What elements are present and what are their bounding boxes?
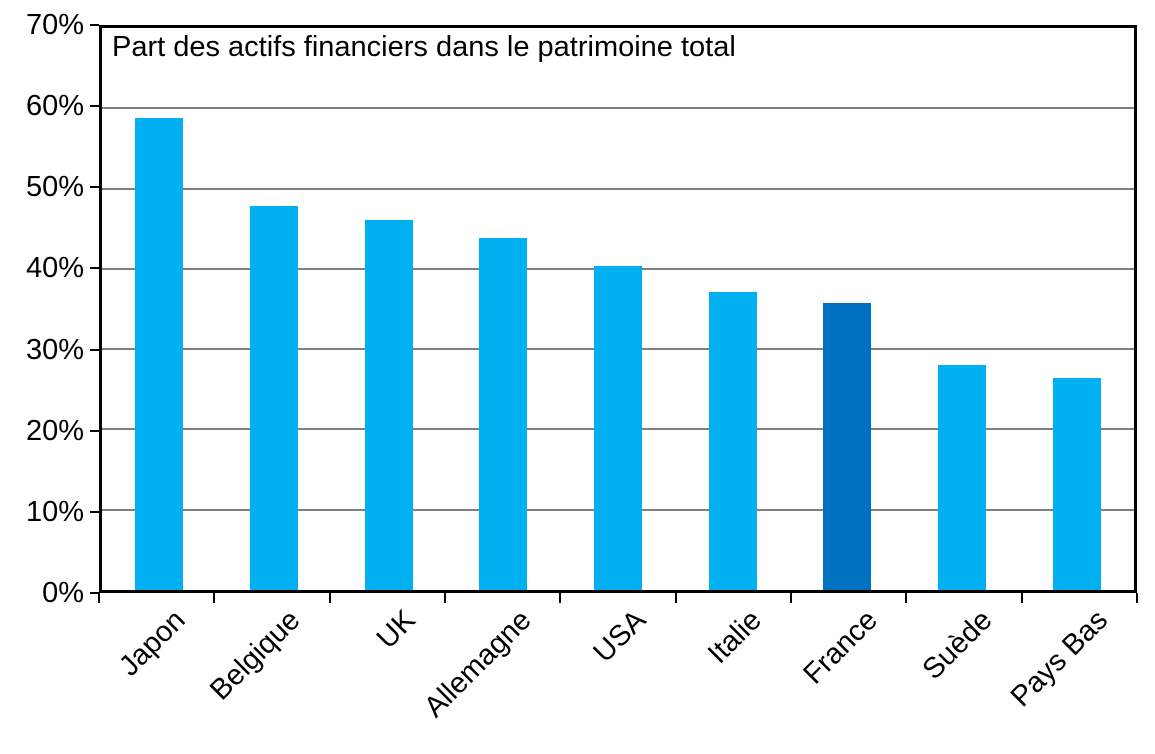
- y-axis-tick: [90, 186, 99, 188]
- x-axis-label-italie: Italie: [701, 604, 768, 670]
- x-axis-tick: [329, 593, 331, 603]
- x-axis-tick: [790, 593, 792, 603]
- x-axis-label-france: France: [797, 604, 884, 691]
- x-axis-label-pays-bas: Pays Bas: [1004, 604, 1114, 714]
- y-axis-tick-label: 40%: [25, 252, 84, 284]
- plot-area: Part des actifs financiers dans le patri…: [99, 25, 1137, 593]
- bar-usa: [594, 266, 642, 590]
- x-axis-label-usa: USA: [587, 604, 653, 669]
- x-axis-tick: [1021, 593, 1023, 603]
- y-axis-tick: [90, 105, 99, 107]
- y-axis-tick-label: 60%: [25, 90, 84, 122]
- y-axis-tick-label: 30%: [25, 334, 84, 366]
- gridline: [102, 107, 1134, 109]
- x-axis-label-belgique: Belgique: [204, 604, 307, 707]
- y-axis-tick: [90, 349, 99, 351]
- x-axis-tick: [1136, 593, 1138, 603]
- x-axis-tick: [98, 593, 100, 603]
- y-axis-tick: [90, 511, 99, 513]
- chart-title: Part des actifs financiers dans le patri…: [112, 31, 736, 63]
- y-axis-tick-label: 50%: [25, 171, 84, 203]
- bar-pays-bas: [1053, 378, 1101, 590]
- bar-suède: [938, 365, 986, 590]
- y-axis-tick-label: 10%: [25, 496, 84, 528]
- x-axis-tick: [675, 593, 677, 603]
- y-axis-tick: [90, 592, 99, 594]
- x-axis-label-allemagne: Allemagne: [418, 604, 538, 724]
- bar-france: [823, 303, 871, 590]
- bar-allemagne: [479, 238, 527, 590]
- x-axis-tick: [905, 593, 907, 603]
- y-axis-tick-label: 20%: [25, 415, 84, 447]
- bar-uk: [365, 220, 413, 590]
- x-axis-label-japon: Japon: [113, 604, 192, 683]
- y-axis-tick-label: 0%: [42, 577, 84, 609]
- x-axis-label-suède: Suède: [916, 604, 999, 686]
- bar-italie: [709, 292, 757, 590]
- y-axis-tick: [90, 267, 99, 269]
- bar-japon: [135, 118, 183, 590]
- y-axis-tick-label: 70%: [25, 9, 84, 41]
- gridline: [102, 188, 1134, 190]
- bar-belgique: [250, 206, 298, 590]
- x-axis-label-uk: UK: [370, 604, 422, 656]
- x-axis-tick: [444, 593, 446, 603]
- y-axis-tick: [90, 24, 99, 26]
- y-axis-tick: [90, 430, 99, 432]
- x-axis-tick: [559, 593, 561, 603]
- x-axis-tick: [213, 593, 215, 603]
